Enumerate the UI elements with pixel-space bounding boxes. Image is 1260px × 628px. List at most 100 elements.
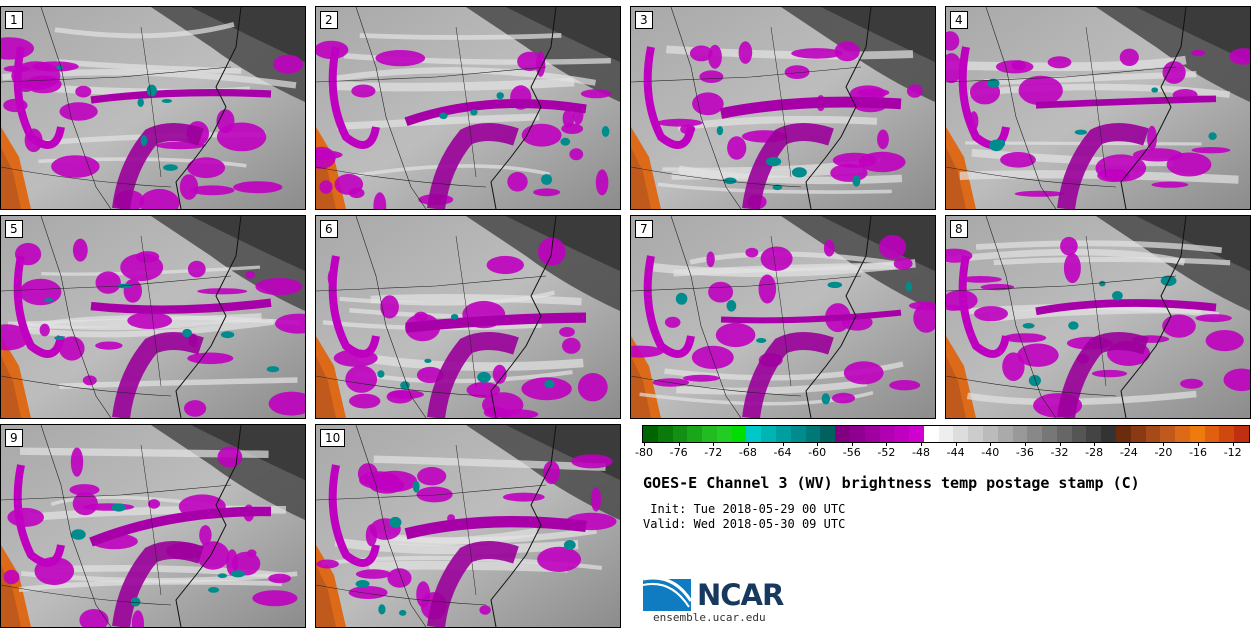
- ensemble-member-panel: 8: [945, 215, 1251, 419]
- colorbar-tick: [782, 442, 784, 446]
- colorbar-swatch: [1130, 426, 1146, 442]
- colorbar-tick-label: -76: [669, 446, 688, 459]
- colorbar-swatch: [687, 426, 703, 442]
- water-vapor-map: [316, 7, 620, 209]
- water-vapor-map: [631, 7, 935, 209]
- colorbar-tick: [1232, 442, 1234, 446]
- colorbar-tick: [990, 442, 992, 446]
- colorbar-tick-label: -72: [704, 446, 723, 459]
- colorbar-swatch: [953, 426, 969, 442]
- colorbar-tick-label: -60: [808, 446, 827, 459]
- colorbar: [642, 425, 1250, 443]
- init-time: Init: Tue 2018-05-29 00 UTC: [643, 502, 846, 516]
- water-vapor-map: [1, 7, 305, 209]
- colorbar-tick: [1059, 442, 1061, 446]
- colorbar-swatch: [864, 426, 880, 442]
- colorbar-swatch: [938, 426, 954, 442]
- ensemble-member-panel: 3: [630, 6, 936, 210]
- ensemble-member-panel: 9: [0, 424, 306, 628]
- colorbar-swatch: [835, 426, 850, 442]
- colorbar-swatch: [776, 426, 791, 442]
- colorbar-swatch: [643, 426, 658, 442]
- water-vapor-map: [631, 216, 935, 418]
- colorbar-swatch: [879, 426, 895, 442]
- colorbar-swatch: [1189, 426, 1205, 442]
- member-number: 5: [5, 220, 23, 238]
- member-number: 1: [5, 11, 23, 29]
- colorbar-swatch: [657, 426, 673, 442]
- member-number: 6: [320, 220, 338, 238]
- water-vapor-map: [1, 216, 305, 418]
- colorbar-tick: [713, 442, 715, 446]
- water-vapor-map: [316, 425, 620, 627]
- member-number: 3: [635, 11, 653, 29]
- colorbar-swatch: [1086, 426, 1102, 442]
- ensemble-member-panel: 4: [945, 6, 1251, 210]
- colorbar-tick-label: -80: [635, 446, 653, 459]
- ensemble-member-panel: 10: [315, 424, 621, 628]
- colorbar-tick-label: -24: [1119, 446, 1138, 459]
- water-vapor-map: [316, 216, 620, 418]
- ensemble-member-panel: 5: [0, 215, 306, 419]
- colorbar-ticks: -80 -76 -72 -68 -64 -60 -56 -52 -48 -44 -40 -36 -32 -…: [635, 442, 1250, 464]
- colorbar-tick: [921, 442, 923, 446]
- colorbar-swatch: [761, 426, 777, 442]
- colorbar-swatch: [982, 426, 998, 442]
- colorbar-swatch: [1042, 426, 1057, 442]
- colorbar-tick: [817, 442, 819, 446]
- colorbar-tick-label: -64: [773, 446, 792, 459]
- colorbar-swatch: [716, 426, 732, 442]
- colorbar-tick-label: -32: [1050, 446, 1069, 459]
- colorbar-swatch: [1056, 426, 1072, 442]
- colorbar-swatch: [909, 426, 924, 442]
- colorbar-swatch: [790, 426, 806, 442]
- colorbar-swatch: [1116, 426, 1131, 442]
- colorbar-swatch: [672, 426, 688, 442]
- colorbar-tick: [1024, 442, 1026, 446]
- colorbar-tick: [644, 442, 645, 446]
- colorbar-tick-label: -68: [738, 446, 757, 459]
- colorbar-tick: [1094, 442, 1096, 446]
- colorbar-tick: [851, 442, 853, 446]
- colorbar-tick: [1198, 442, 1200, 446]
- colorbar-tick-label: -28: [1085, 446, 1104, 459]
- colorbar-swatch: [731, 426, 747, 442]
- ncar-logo-icon: [643, 576, 693, 611]
- member-number: 10: [320, 429, 346, 447]
- colorbar-swatch: [1012, 426, 1028, 442]
- colorbar-tick: [747, 442, 749, 446]
- member-number: 2: [320, 11, 338, 29]
- colorbar-tick-label: -20: [1154, 446, 1173, 459]
- colorbar-tick-label: -52: [877, 446, 896, 459]
- colorbar-swatch: [702, 426, 717, 442]
- colorbar-swatch: [1219, 426, 1235, 442]
- figure-title: GOES-E Channel 3 (WV) brightness temp po…: [643, 474, 1140, 492]
- colorbar-swatch: [1027, 426, 1043, 442]
- water-vapor-map: [946, 7, 1250, 209]
- colorbar-swatch: [1145, 426, 1161, 442]
- colorbar-tick-label: -36: [1015, 446, 1034, 459]
- colorbar-swatch: [923, 426, 939, 442]
- colorbar-tick-label: -40: [981, 446, 1000, 459]
- colorbar-swatch: [894, 426, 910, 442]
- colorbar-tick-label: -12: [1223, 446, 1242, 459]
- colorbar-tick: [1163, 442, 1165, 446]
- colorbar-tick-label: -48: [912, 446, 930, 459]
- colorbar-swatch: [746, 426, 762, 442]
- member-number: 9: [5, 429, 23, 447]
- colorbar-tick: [1128, 442, 1130, 446]
- logo-wordmark: NCAR: [697, 578, 784, 612]
- colorbar-tick-label: -56: [842, 446, 861, 459]
- colorbar-swatch: [1204, 426, 1220, 442]
- colorbar-swatch: [968, 426, 983, 442]
- colorbar-swatch: [1175, 426, 1190, 442]
- colorbar-swatch: [997, 426, 1013, 442]
- member-number: 7: [635, 220, 653, 238]
- water-vapor-map: [1, 425, 305, 627]
- colorbar-swatch: [820, 426, 836, 442]
- ensemble-member-panel: 7: [630, 215, 936, 419]
- member-number: 4: [950, 11, 968, 29]
- member-number: 8: [950, 220, 968, 238]
- water-vapor-map: [946, 216, 1250, 418]
- colorbar-swatch: [1101, 426, 1116, 442]
